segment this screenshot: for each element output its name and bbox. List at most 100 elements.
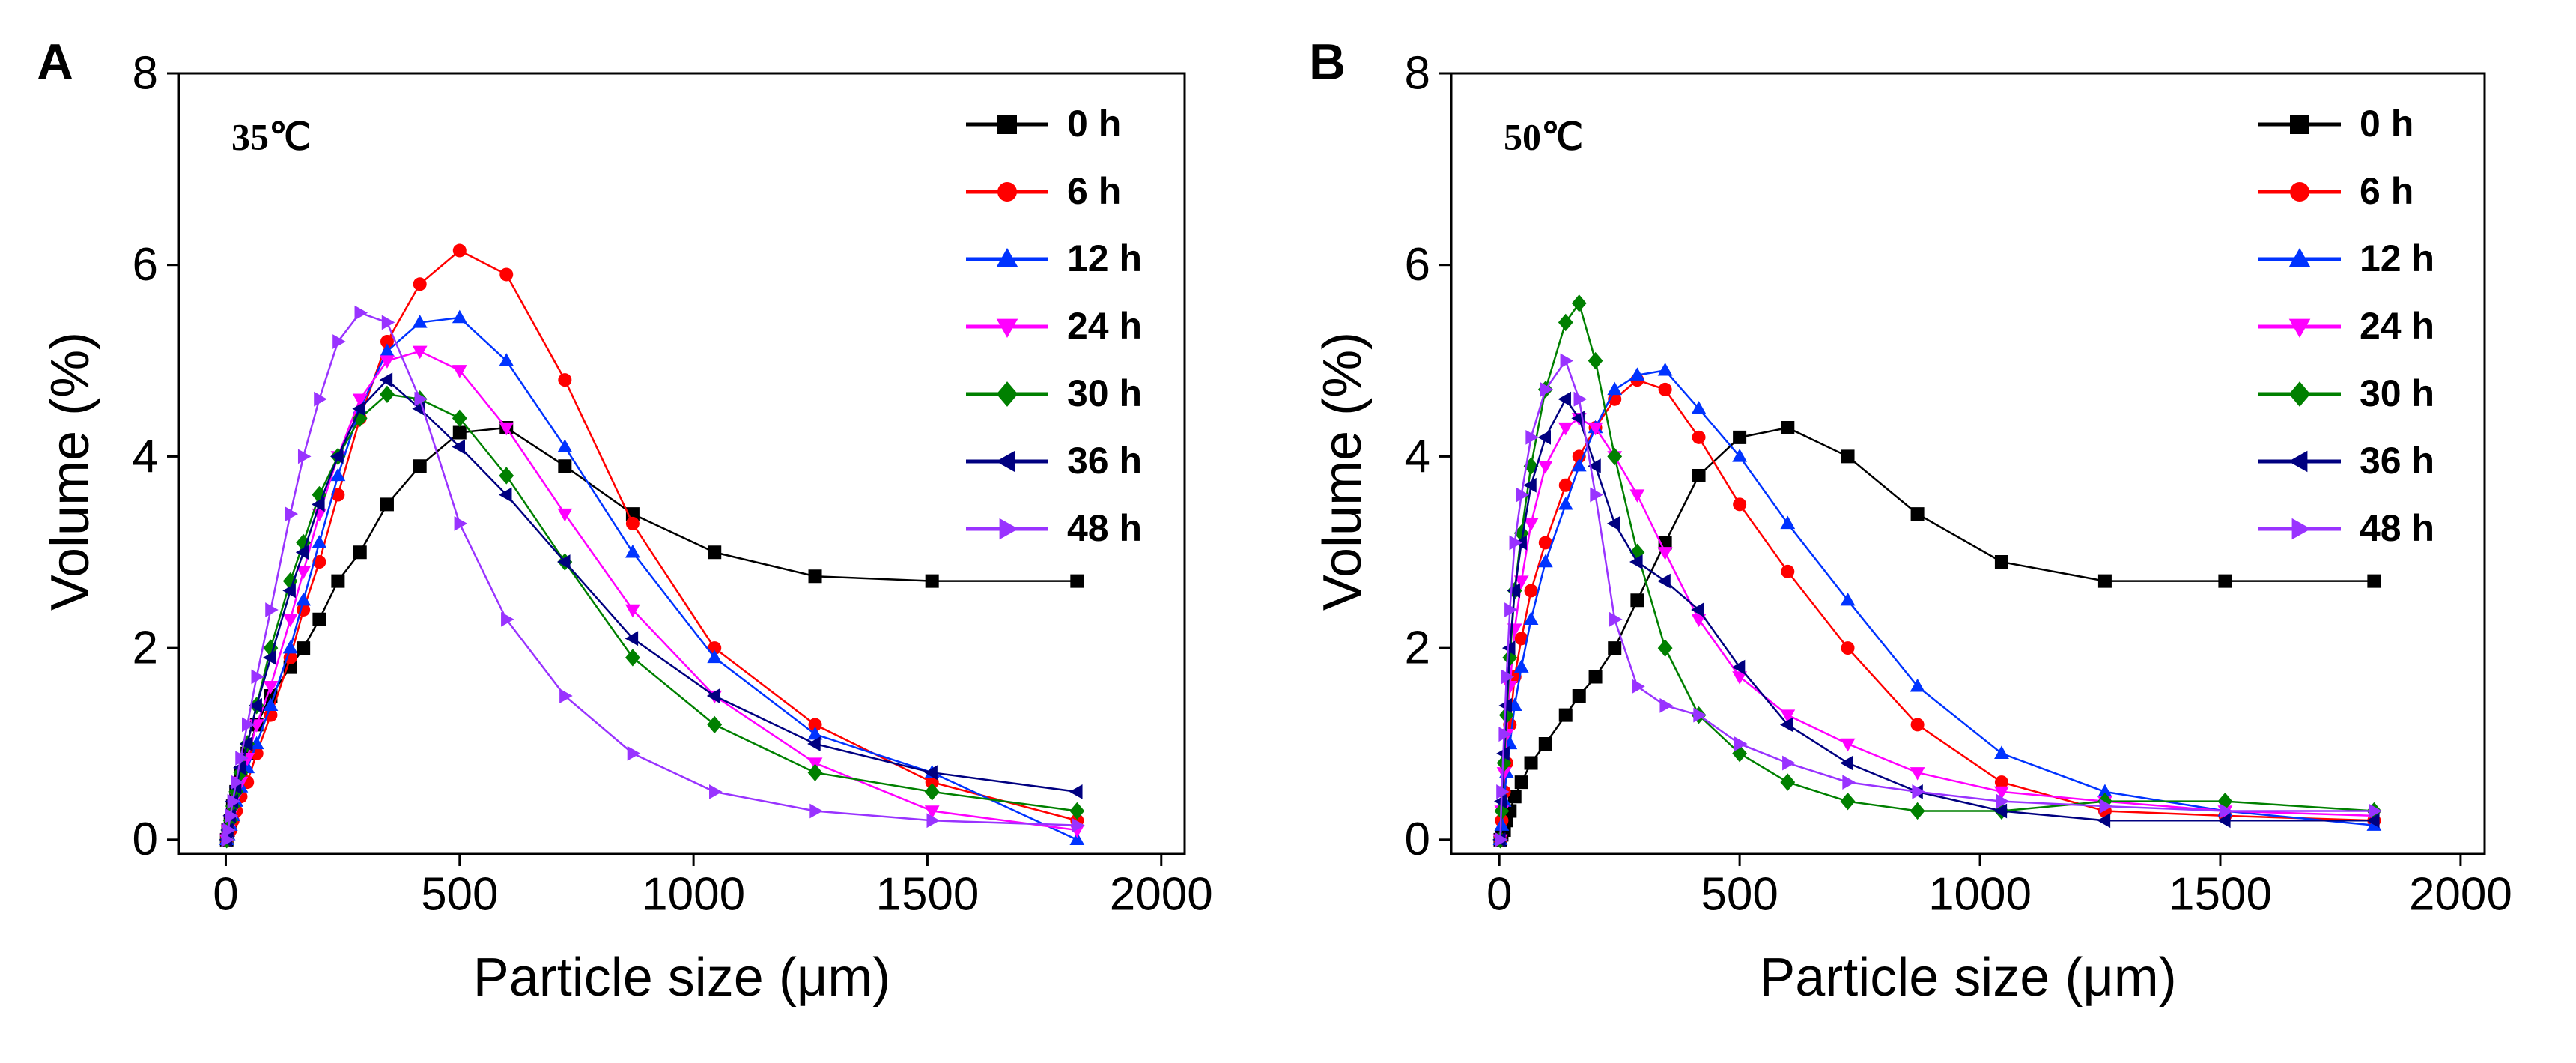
data-point (1538, 736, 1552, 751)
data-point (228, 783, 244, 801)
data-point (1910, 767, 1925, 781)
data-point (2367, 574, 2381, 588)
legend-label: 0 h (1067, 103, 1121, 145)
data-point (1692, 430, 1706, 444)
legend-label: 6 h (1067, 170, 1121, 212)
data-point (1912, 784, 1925, 799)
x-tick-label: 1000 (642, 868, 745, 920)
plot-area: 0 h 6 h 12 h 24 h 30 h 36 h 48 h (219, 103, 1142, 849)
data-point (707, 649, 723, 664)
data-point (331, 574, 345, 588)
data-point (807, 726, 823, 740)
legend-label: 24 h (1067, 305, 1142, 347)
legend-marker (2288, 450, 2308, 473)
data-point (1734, 736, 1748, 751)
x-tick-label: 0 (1486, 868, 1512, 920)
data-point (283, 660, 297, 674)
data-point (2220, 803, 2233, 819)
data-point (924, 805, 940, 819)
data-point (264, 708, 278, 722)
data-point (625, 631, 639, 646)
annotation: 50℃ (1504, 115, 1583, 157)
data-point (314, 391, 327, 407)
series-line (225, 249, 1078, 841)
data-point (1840, 592, 1856, 606)
data-point (1691, 401, 1707, 414)
x-tick-label: 2000 (1110, 868, 1213, 920)
data-point (380, 497, 394, 512)
legend-marker (996, 248, 1018, 267)
data-point (413, 459, 427, 473)
data-point (557, 508, 573, 522)
data-point (709, 784, 723, 799)
legend-marker (2288, 248, 2311, 267)
data-point (1781, 421, 1795, 435)
x-tick-label: 1000 (1928, 868, 2032, 920)
data-point (1659, 697, 1673, 713)
data-point (1573, 391, 1588, 407)
data-point (1509, 535, 1523, 551)
data-point (235, 751, 249, 766)
data-point (1504, 602, 1518, 617)
data-point (296, 592, 312, 606)
data-point (1558, 422, 1573, 436)
data-point (380, 334, 394, 349)
plot-frame (177, 72, 1186, 855)
data-point (222, 823, 236, 838)
data-point (1910, 678, 1925, 692)
data-point (352, 401, 365, 417)
data-point (707, 715, 723, 734)
data-point (1572, 689, 1586, 703)
data-point (239, 736, 253, 751)
data-point (1840, 755, 1853, 771)
legend-marker (996, 450, 1015, 473)
data-point (413, 277, 427, 291)
legend-label: 48 h (1067, 507, 1142, 549)
data-point (499, 422, 514, 436)
data-point (1732, 671, 1748, 685)
data-point (312, 612, 326, 626)
data-point (312, 555, 326, 569)
data-point (1780, 515, 1796, 530)
data-point (227, 793, 241, 809)
data-point (251, 669, 265, 685)
data-point (1657, 547, 1673, 560)
data-point (312, 497, 325, 512)
data-point (283, 650, 297, 664)
data-point (282, 614, 298, 628)
data-point (312, 535, 327, 548)
data-point (452, 425, 467, 440)
series-line (225, 426, 1078, 841)
data-point (380, 355, 395, 369)
data-point (1607, 447, 1623, 466)
data-point (295, 545, 309, 560)
data-point (1910, 802, 1925, 820)
data-point (1657, 362, 1673, 376)
chart-panel: 0 h6 h12 h24 h30 h36 h48 h0 500 1000 1500 20… (37, 34, 1213, 1008)
data-point (1779, 717, 1793, 733)
data-point (556, 554, 571, 569)
data-point (296, 566, 312, 580)
y-tick-label: 6 (133, 239, 158, 291)
y-tick-label: 8 (133, 47, 158, 99)
data-point (2366, 813, 2380, 829)
y-tick-label: 4 (133, 431, 158, 482)
data-point (2369, 803, 2382, 819)
data-point (1558, 313, 1573, 332)
data-point (1693, 707, 1707, 723)
data-point (809, 803, 823, 819)
data-point (1523, 611, 1539, 625)
data-point (1994, 555, 2008, 569)
legend-label: 30 h (2360, 372, 2434, 414)
data-point (352, 409, 368, 427)
data-point (1994, 775, 2008, 790)
y-axis-label: Volume (%) (40, 332, 100, 611)
data-point (330, 449, 344, 464)
data-point (1537, 460, 1553, 474)
data-point (1588, 351, 1603, 370)
data-point (263, 650, 276, 665)
data-point (1630, 593, 1644, 608)
data-point (625, 544, 640, 558)
data-point (1524, 584, 1538, 598)
data-point (1781, 564, 1795, 578)
